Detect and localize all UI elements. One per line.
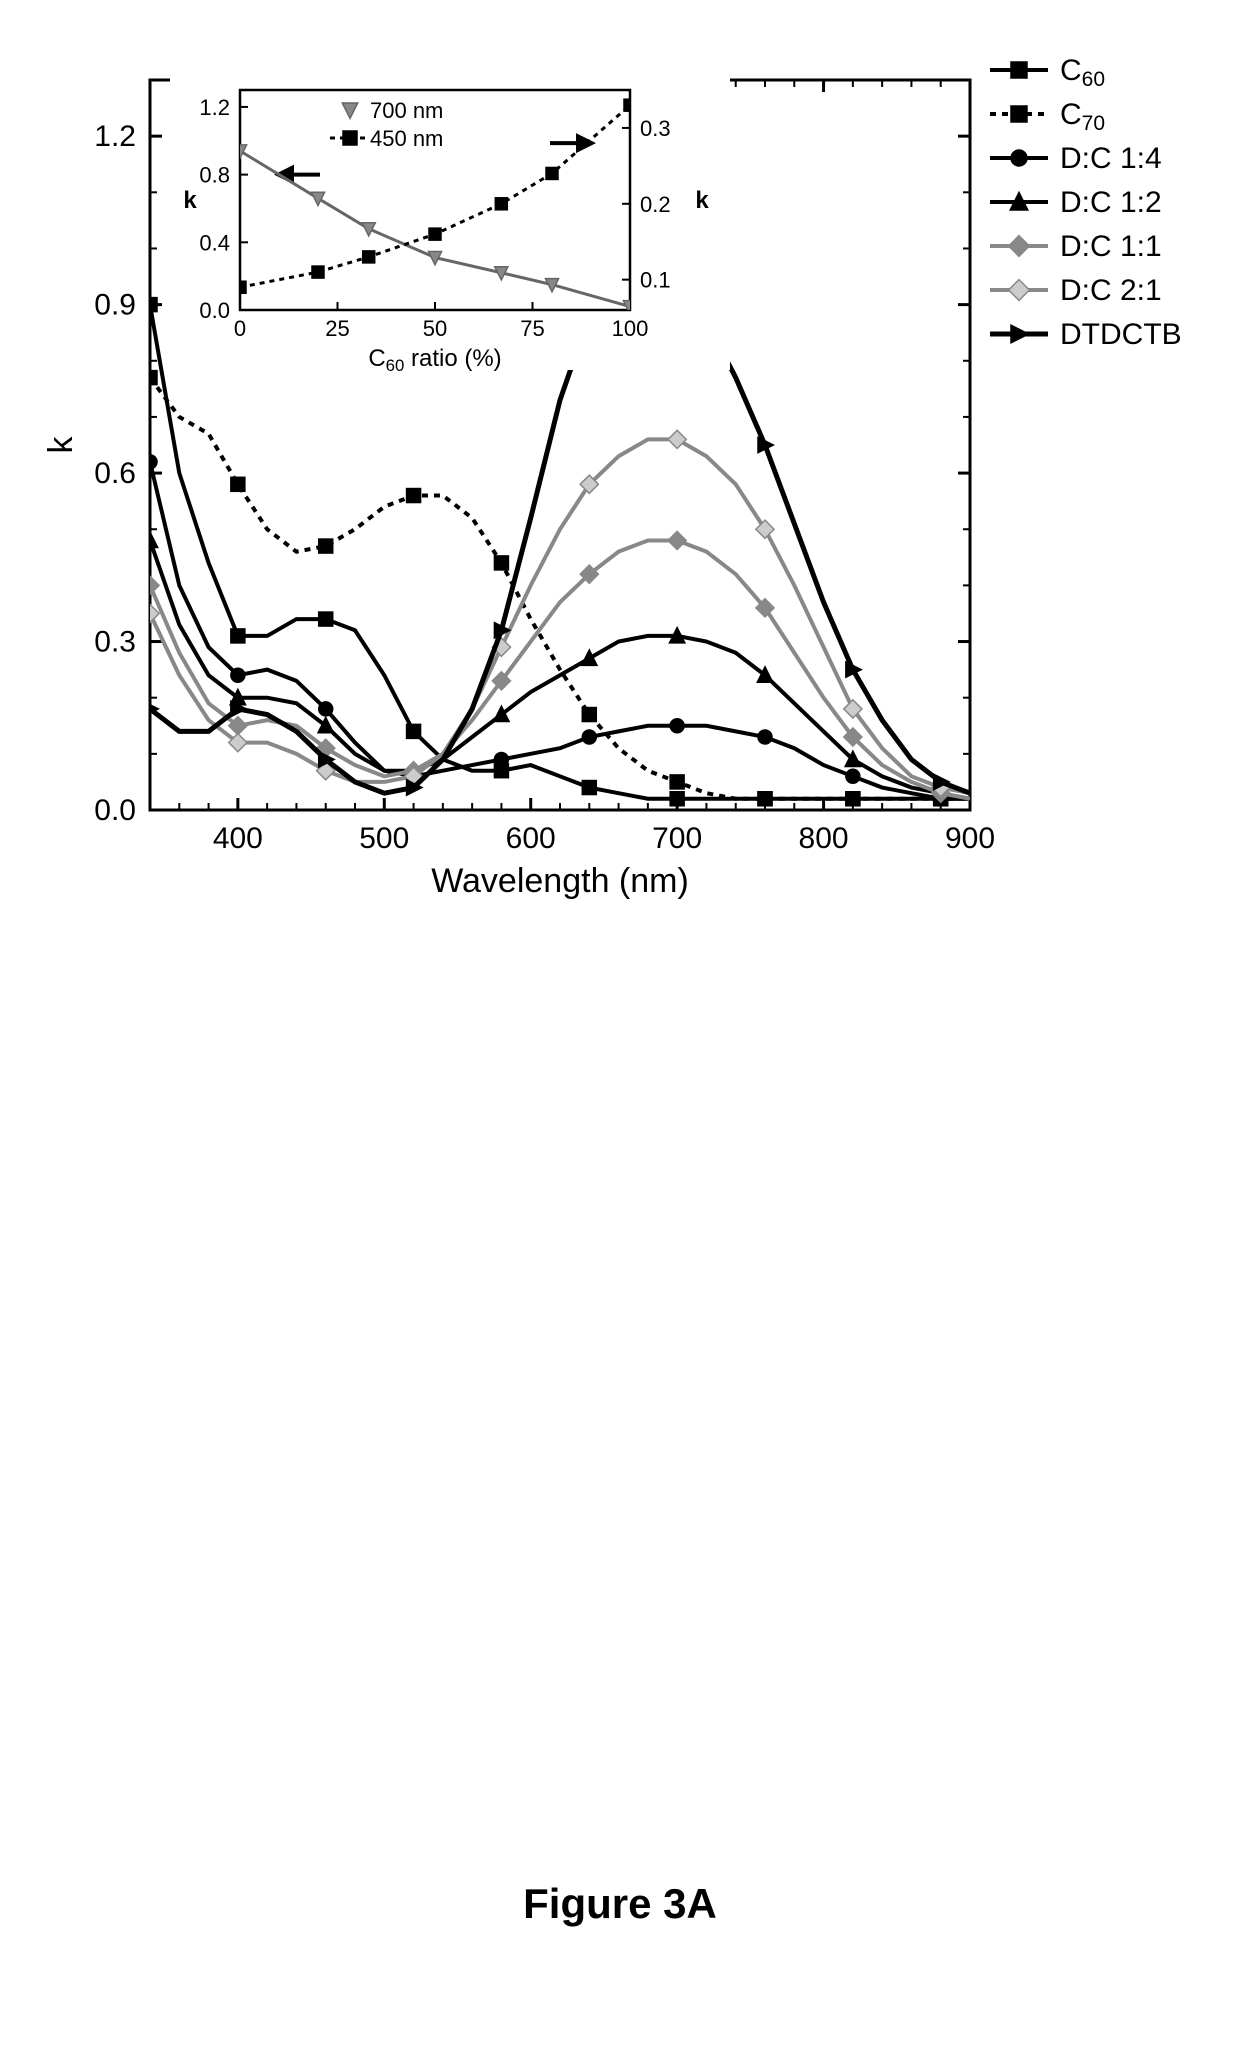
svg-text:500: 500 [359, 822, 409, 855]
svg-text:75: 75 [520, 316, 544, 341]
svg-text:k: k [183, 187, 197, 214]
svg-text:1.2: 1.2 [94, 120, 136, 153]
svg-text:50: 50 [423, 316, 447, 341]
svg-text:D:C 1:4: D:C 1:4 [1060, 142, 1162, 175]
svg-text:0.4: 0.4 [199, 230, 230, 255]
svg-text:DTDCTB: DTDCTB [1060, 318, 1182, 351]
svg-text:0.3: 0.3 [640, 116, 671, 141]
svg-text:100: 100 [612, 316, 649, 341]
svg-text:400: 400 [213, 822, 263, 855]
svg-text:0.2: 0.2 [640, 192, 671, 217]
svg-text:k: k [695, 187, 709, 214]
svg-text:0.9: 0.9 [94, 289, 136, 322]
svg-text:600: 600 [506, 822, 556, 855]
svg-text:C70: C70 [1060, 98, 1105, 135]
page: 4005006007008009000.00.30.60.91.2Wavelen… [0, 0, 1240, 2071]
svg-text:k: k [42, 436, 80, 454]
svg-text:0.3: 0.3 [94, 626, 136, 659]
svg-text:0.0: 0.0 [94, 794, 136, 827]
chart-svg: 4005006007008009000.00.30.60.91.2Wavelen… [40, 20, 1200, 920]
svg-text:D:C 1:1: D:C 1:1 [1060, 230, 1162, 263]
svg-text:0.1: 0.1 [640, 268, 671, 293]
svg-text:1.2: 1.2 [199, 95, 230, 120]
svg-text:450 nm: 450 nm [370, 126, 443, 151]
svg-text:0.0: 0.0 [199, 298, 230, 323]
svg-text:0: 0 [234, 316, 246, 341]
svg-text:700 nm: 700 nm [370, 98, 443, 123]
svg-text:800: 800 [799, 822, 849, 855]
svg-text:D:C 2:1: D:C 2:1 [1060, 274, 1162, 307]
svg-text:0.8: 0.8 [199, 163, 230, 188]
chart-container: 4005006007008009000.00.30.60.91.2Wavelen… [40, 20, 1200, 925]
svg-text:C60: C60 [1060, 54, 1105, 91]
svg-text:25: 25 [325, 316, 349, 341]
svg-text:900: 900 [945, 822, 995, 855]
svg-text:700: 700 [652, 822, 702, 855]
svg-text:0.6: 0.6 [94, 457, 136, 490]
svg-text:D:C 1:2: D:C 1:2 [1060, 186, 1162, 219]
figure-caption: Figure 3A [0, 1880, 1240, 1928]
svg-text:Wavelength (nm): Wavelength (nm) [431, 862, 689, 900]
